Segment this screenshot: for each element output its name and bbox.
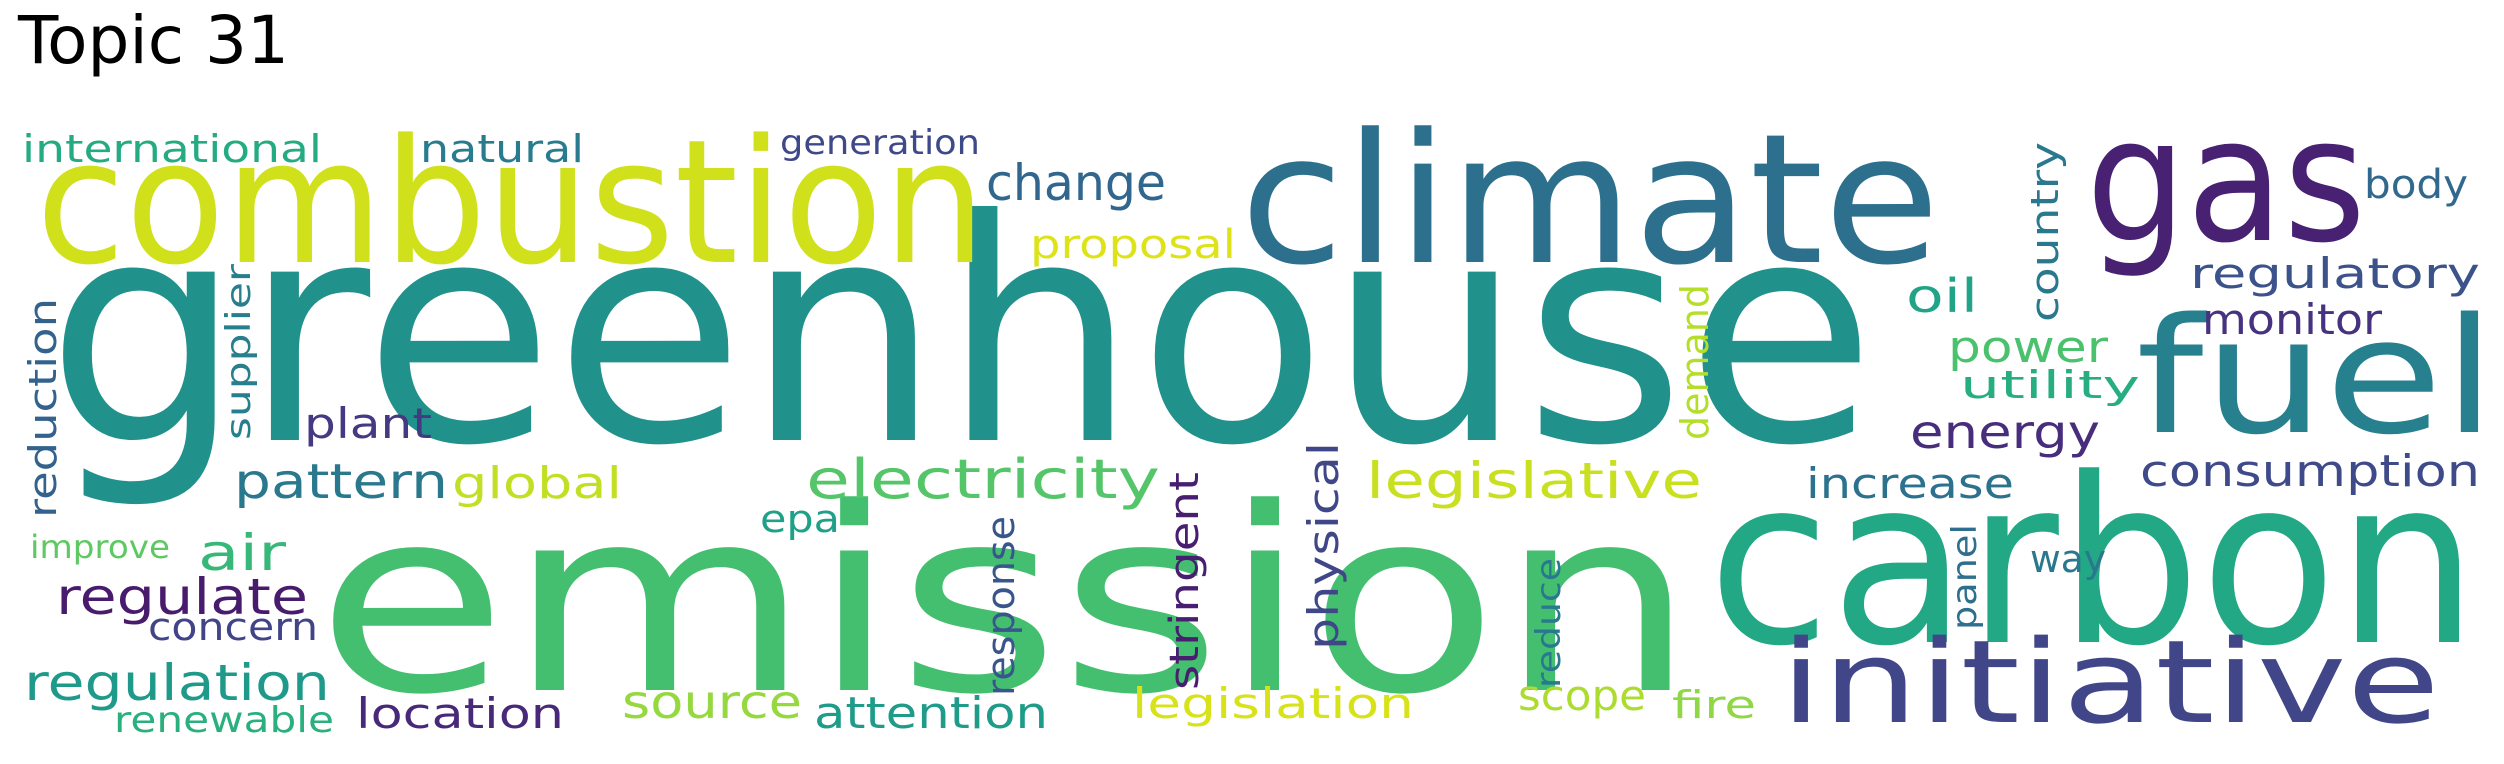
word-natural: natural: [420, 127, 584, 171]
word-global: global: [452, 458, 622, 509]
word-source: source: [622, 675, 802, 729]
word-international: international: [22, 127, 322, 171]
word-consumption: consumption: [2140, 446, 2480, 497]
word-proposal: proposal: [1030, 222, 1236, 268]
word-renewable: renewable: [114, 700, 334, 741]
word-power: power: [1948, 322, 2109, 373]
page-title: Topic 31: [18, 2, 289, 79]
word-legislation: legislation: [1132, 679, 1414, 728]
word-location: location: [356, 689, 564, 738]
word-stringent: stringent: [1162, 472, 1208, 690]
word-legislative: legislative: [1366, 452, 1702, 510]
word-gas: gas: [2086, 80, 2366, 281]
word-change: change: [986, 154, 1166, 212]
word-regulate: regulate: [56, 568, 308, 626]
word-initiative: initiative: [1780, 616, 2440, 750]
word-energy: energy: [1910, 405, 2100, 459]
word-body: body: [2364, 162, 2468, 208]
word-electricity: electricity: [806, 448, 1160, 511]
word-greenhouse: greenhouse: [46, 154, 1876, 513]
word-emission: emission: [316, 454, 1696, 751]
word-epa: epa: [760, 497, 840, 541]
word-improve: improve: [30, 528, 170, 566]
word-response: response: [979, 516, 1023, 696]
word-fuel: fuel: [2136, 283, 2496, 470]
word-increase: increase: [1806, 459, 2014, 508]
word-country: country: [2023, 142, 2067, 322]
word-monitor: monitor: [2202, 295, 2383, 344]
word-reduction: reduction: [21, 298, 65, 518]
word-utility: utility: [1960, 363, 2140, 407]
word-combustion: combustion: [36, 102, 986, 303]
word-panel: panel: [1945, 524, 1985, 630]
word-physical: physical: [1299, 442, 1348, 650]
word-reduce: reduce: [1529, 558, 1569, 688]
word-plant: plant: [304, 399, 432, 448]
word-supplier: supplier: [219, 264, 259, 440]
word-concern: concern: [148, 605, 318, 649]
word-regulation: regulation: [24, 654, 330, 712]
word-air: air: [198, 524, 287, 582]
word-pattern: pattern: [234, 454, 448, 510]
word-way: way: [2030, 537, 2106, 581]
word-fire: fire: [1672, 683, 1756, 727]
word-demand: demand: [1673, 284, 1717, 440]
word-generation: generation: [780, 123, 980, 163]
word-regulatory: regulatory: [2190, 249, 2480, 298]
word-scope: scope: [1518, 671, 1646, 720]
word-oil: oil: [1906, 269, 1978, 323]
word-attention: attention: [814, 688, 1048, 739]
word-carbon: carbon: [1708, 430, 2478, 697]
word-climate: climate: [1240, 96, 1940, 305]
